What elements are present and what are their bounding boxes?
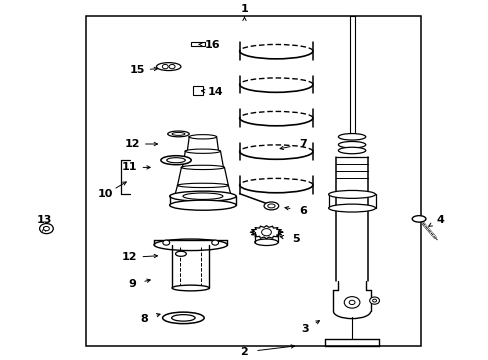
Ellipse shape — [172, 132, 184, 135]
Circle shape — [372, 299, 376, 302]
Ellipse shape — [411, 216, 425, 222]
Ellipse shape — [181, 165, 224, 170]
Bar — [85, 16, 420, 346]
Text: 14: 14 — [207, 87, 223, 97]
Ellipse shape — [172, 285, 209, 291]
Ellipse shape — [166, 158, 185, 163]
Text: 3: 3 — [301, 324, 309, 334]
Ellipse shape — [254, 239, 278, 246]
Ellipse shape — [161, 156, 191, 165]
Ellipse shape — [169, 191, 236, 201]
Ellipse shape — [328, 204, 375, 212]
Ellipse shape — [167, 131, 189, 137]
Text: 4: 4 — [435, 215, 443, 225]
Ellipse shape — [328, 190, 375, 198]
Text: 8: 8 — [140, 314, 148, 324]
Ellipse shape — [183, 193, 223, 199]
Text: 7: 7 — [299, 139, 306, 149]
Text: 5: 5 — [291, 234, 299, 244]
Text: 2: 2 — [240, 347, 248, 357]
Ellipse shape — [185, 149, 220, 153]
Circle shape — [40, 224, 53, 234]
Ellipse shape — [338, 141, 365, 148]
Ellipse shape — [169, 200, 236, 210]
Circle shape — [162, 64, 168, 69]
Ellipse shape — [189, 135, 216, 139]
Ellipse shape — [171, 315, 195, 321]
Ellipse shape — [264, 202, 278, 210]
Ellipse shape — [267, 204, 274, 208]
Circle shape — [211, 240, 218, 245]
Circle shape — [163, 240, 169, 245]
Text: 13: 13 — [36, 215, 52, 225]
Text: 15: 15 — [129, 65, 144, 75]
Circle shape — [369, 297, 379, 304]
Ellipse shape — [154, 239, 227, 251]
Text: 11: 11 — [122, 162, 137, 172]
Circle shape — [348, 300, 354, 305]
Bar — [193, 86, 203, 95]
Bar — [190, 42, 205, 46]
Ellipse shape — [162, 312, 204, 324]
Ellipse shape — [177, 183, 228, 188]
Circle shape — [261, 229, 271, 236]
Text: 1: 1 — [240, 4, 248, 14]
Ellipse shape — [156, 63, 181, 71]
Circle shape — [169, 64, 175, 69]
Text: 16: 16 — [204, 40, 220, 50]
Text: 10: 10 — [97, 189, 113, 199]
Text: 6: 6 — [299, 206, 306, 216]
Ellipse shape — [338, 134, 365, 140]
Circle shape — [344, 297, 359, 308]
Text: 12: 12 — [124, 139, 140, 149]
Ellipse shape — [175, 251, 186, 256]
Ellipse shape — [338, 147, 365, 154]
Text: 9: 9 — [128, 279, 136, 289]
Text: 12: 12 — [122, 252, 137, 262]
Circle shape — [43, 226, 49, 231]
